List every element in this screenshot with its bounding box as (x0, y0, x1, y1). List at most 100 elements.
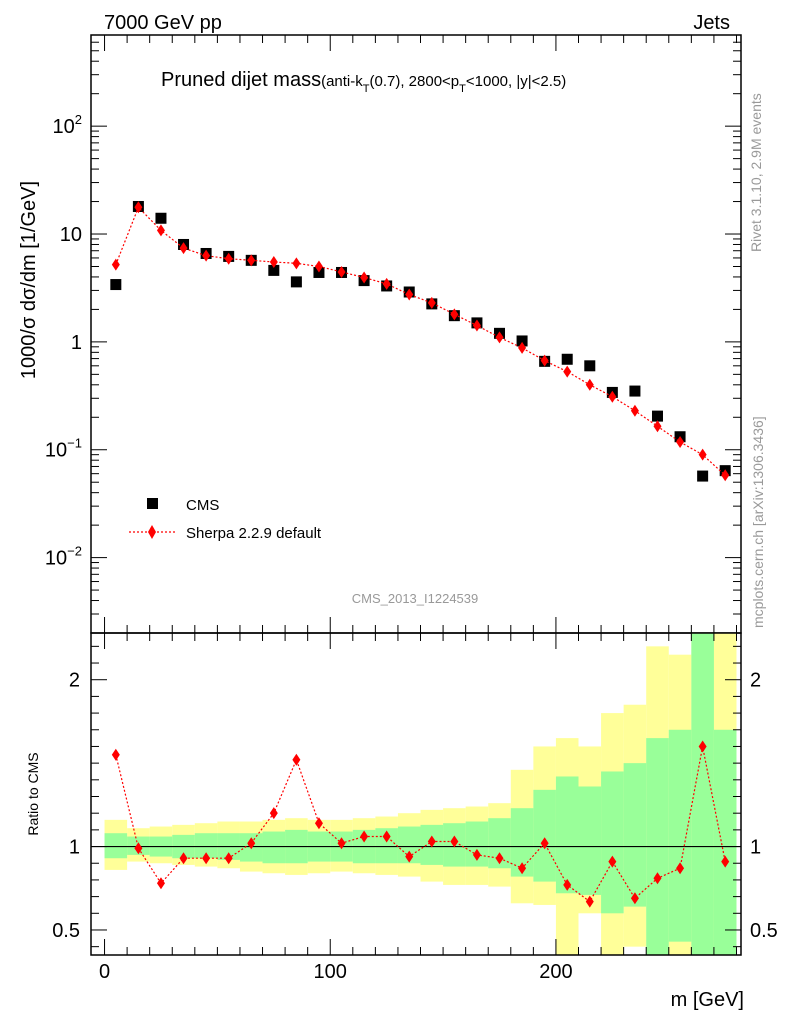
cms-data-point (584, 360, 596, 372)
main-y-tick-label: 10 (60, 224, 82, 246)
x-axis-label: m [GeV] (671, 989, 744, 1011)
cms-data-point (697, 470, 709, 482)
cms-data-point (155, 212, 167, 224)
sherpa-data-point (427, 296, 436, 309)
sherpa-ratio-point (292, 753, 301, 766)
sherpa-data-point (405, 288, 414, 301)
main-y-axis-label: 1000/σ dσ/dm [1/GeV] (18, 181, 40, 379)
ratio-y-tick-label-right: 2 (750, 670, 761, 692)
sherpa-ratio-point (427, 835, 436, 848)
sherpa-ratio-point (676, 862, 685, 875)
main-plot-title-main: Pruned dijet mass (161, 69, 321, 91)
sherpa-ratio-point (405, 850, 414, 863)
ratio-y-tick-label: 2 (69, 670, 80, 692)
ratio-y-tick-label: 0.5 (52, 920, 80, 942)
sherpa-data-point (472, 319, 481, 332)
sherpa-data-point (630, 404, 639, 417)
cms-data-point (290, 276, 302, 288)
sherpa-ratio-point (134, 842, 143, 855)
main-y-tick-label: 1 (71, 332, 82, 354)
sherpa-ratio-point (653, 872, 662, 885)
cms-data-point (651, 410, 663, 422)
stat-band-bin (465, 821, 489, 867)
cms-data-point (110, 279, 122, 291)
stat-band-bin (668, 729, 692, 942)
x-tick-label: 200 (539, 961, 572, 983)
ratio-y-axis-label: Ratio to CMS (25, 752, 41, 835)
sherpa-ratio-point (472, 848, 481, 861)
stat-band-bin (555, 776, 579, 894)
sherpa-ratio-point (111, 748, 120, 761)
process-label: Jets (693, 12, 730, 34)
legend-cms-marker (147, 498, 158, 509)
sherpa-prediction-line (115, 206, 726, 476)
sherpa-data-point (721, 469, 730, 482)
legend-cms-label: CMS (186, 497, 219, 514)
legend: CMS Sherpa 2.2.9 default (129, 497, 322, 542)
sherpa-data-point (111, 258, 120, 271)
x-tick-label: 0 (99, 961, 110, 983)
sherpa-data-point (450, 308, 459, 321)
sherpa-ratio-line (115, 746, 726, 903)
sherpa-data-point (292, 257, 301, 270)
sherpa-data-point (202, 249, 211, 262)
stat-band-bin (713, 729, 737, 955)
sherpa-ratio-point (156, 877, 165, 890)
sherpa-data-point (337, 265, 346, 278)
sherpa-ratio-point (202, 852, 211, 865)
analysis-id-label: CMS_2013_I1224539 (352, 591, 479, 606)
sherpa-ratio-point (360, 830, 369, 843)
main-plot-title: Pruned dijet mass(anti-kT(0.7), 2800<pT<… (161, 69, 566, 95)
stat-band-bin (533, 789, 556, 882)
sherpa-ratio-point (698, 740, 707, 753)
sherpa-data-point (585, 378, 594, 391)
sherpa-data-point (608, 390, 617, 403)
legend-sherpa-marker (148, 525, 156, 539)
sherpa-data-point (134, 201, 143, 214)
sherpa-data-point (540, 354, 549, 367)
sherpa-ratio-point (608, 855, 617, 868)
sherpa-data-point (495, 331, 504, 344)
sherpa-data-point (676, 435, 685, 448)
rivet-version-label: Rivet 3.1.10, 2.9M events (748, 93, 764, 252)
stat-band-bin (691, 633, 714, 955)
sherpa-ratio-point (314, 817, 323, 830)
main-plot-title-detail-1: (anti-k (321, 73, 363, 90)
stat-band-bin (488, 818, 511, 869)
sherpa-ratio-point (540, 837, 549, 850)
stat-band-bin (262, 831, 286, 864)
sherpa-ratio-point (247, 837, 256, 850)
sherpa-ratio-point (382, 830, 391, 843)
sherpa-ratio-point (224, 852, 233, 865)
x-tick-label: 100 (314, 961, 347, 983)
sherpa-data-point (156, 224, 165, 237)
sherpa-data-point (563, 365, 572, 378)
ratio-plot-frame (90, 632, 742, 956)
cms-data-point (516, 335, 528, 347)
stat-band-bin (623, 763, 647, 907)
sherpa-data-point (269, 256, 278, 269)
sherpa-ratio-point (518, 862, 527, 875)
main-y-tick-label: 10−2 (45, 544, 82, 570)
sherpa-ratio-point (337, 837, 346, 850)
sherpa-data-point (382, 277, 391, 290)
sherpa-ratio-point (585, 895, 594, 908)
stat-band-bin (194, 833, 218, 859)
stat-band-bin (397, 826, 421, 864)
ratio-plot-panel: 0.5 0.5 1 1 2 2 0 100 200 Ratio to CMS m [GeV] (25, 632, 778, 1011)
main-plot-title-detail-3: <1000, |y|<2.5) (466, 73, 566, 90)
main-plot-frame (90, 34, 742, 634)
sherpa-data-point (518, 341, 527, 354)
cms-data-point (268, 264, 280, 276)
stat-band-bin (601, 771, 624, 914)
sherpa-data-point (179, 242, 188, 255)
ratio-y-tick-label: 1 (69, 837, 80, 859)
main-y-tick-label: 102 (53, 112, 82, 138)
ratio-y-tick-label-right: 0.5 (750, 920, 778, 942)
stat-band-bin (104, 833, 128, 859)
main-plot-title-sub-2: T (459, 83, 466, 95)
sherpa-data-point (653, 420, 662, 433)
main-plot-title-sub-1: T (363, 83, 370, 95)
